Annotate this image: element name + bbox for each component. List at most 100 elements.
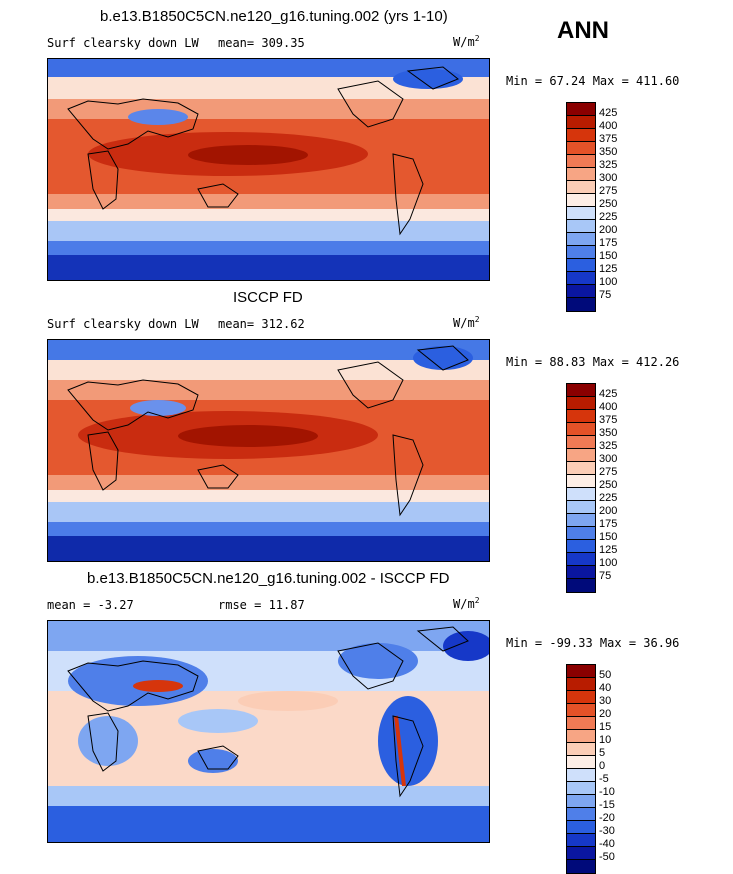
panel1-colorbar-tick: 325 bbox=[599, 159, 618, 171]
panel2-colorbar-tick: 75 bbox=[599, 570, 612, 582]
panel1-variable: Surf clearsky down LW bbox=[47, 36, 199, 50]
panel2-warm-core bbox=[178, 425, 318, 447]
panel1-southern-transition bbox=[48, 209, 489, 221]
panel3-maritime-negative bbox=[178, 709, 258, 733]
panel2-antarctica bbox=[48, 536, 489, 561]
panel3-units: W/m2 bbox=[453, 596, 480, 611]
panel3-pacific-positive bbox=[238, 691, 338, 711]
panel1-colorbar-tick: 275 bbox=[599, 185, 618, 197]
panel1-colorbar-tick: 225 bbox=[599, 211, 618, 223]
panel2-tibet bbox=[130, 400, 186, 416]
panel2-colorbar-tick: 150 bbox=[599, 531, 618, 543]
panel3-colorbar-tick: -50 bbox=[599, 851, 615, 863]
panel3-rmse: rmse = 11.87 bbox=[218, 598, 305, 612]
panel3-arctic-band bbox=[48, 621, 489, 651]
panel3-minmax: Min = -99.33 Max = 36.96 bbox=[506, 636, 680, 650]
panel1-warm-core bbox=[188, 145, 308, 165]
panel1-antarctica bbox=[48, 255, 489, 280]
panel2-units: W/m2 bbox=[453, 315, 480, 330]
panel3-andes-positive bbox=[394, 715, 406, 787]
panel3-coastlines bbox=[67, 626, 469, 798]
panel1-colorbar-tick: 175 bbox=[599, 237, 618, 249]
panel2-minmax: Min = 88.83 Max = 412.26 bbox=[506, 355, 680, 369]
panel2-arctic-band bbox=[48, 340, 489, 360]
panel3-colorbar-tick: 40 bbox=[599, 682, 612, 694]
panel1-colorbar-tick: 150 bbox=[599, 250, 618, 262]
panel2-colorbar-tick: 375 bbox=[599, 414, 618, 426]
panel1-colorbar-tick: 425 bbox=[599, 107, 618, 119]
panel2-northern-midlat bbox=[48, 360, 489, 380]
panel3-title: b.e13.B1850C5CN.ne120_g16.tuning.002 - I… bbox=[87, 570, 450, 587]
panel2-colorbar-tick: 100 bbox=[599, 557, 618, 569]
panel3-asia-negative bbox=[68, 656, 208, 706]
panel2-colorbar-tick: 300 bbox=[599, 453, 618, 465]
panel2-colorbar-tick: 200 bbox=[599, 505, 618, 517]
panel1-mean: mean= 309.35 bbox=[218, 36, 305, 50]
panel3-colorbar-tick: -15 bbox=[599, 799, 615, 811]
panel2-colorbar-tick: 400 bbox=[599, 401, 618, 413]
panel1-tibet bbox=[128, 109, 188, 125]
panel2-southern-transition bbox=[48, 490, 489, 502]
panel1-colorbar-tick: 250 bbox=[599, 198, 618, 210]
panel1-map-svg bbox=[48, 59, 489, 280]
panel2-colorbar-tick: 350 bbox=[599, 427, 618, 439]
panel1-units: W/m2 bbox=[453, 34, 480, 49]
panel3-colorbar-tick: 50 bbox=[599, 669, 612, 681]
panel2-colorbar-tick: 125 bbox=[599, 544, 618, 556]
panel1-map bbox=[47, 58, 490, 281]
panel3-greenland-negative bbox=[443, 631, 489, 661]
panel3-colorbar-tick: -30 bbox=[599, 825, 615, 837]
panel2-colorbar bbox=[566, 383, 596, 593]
panel3-mean: mean = -3.27 bbox=[47, 598, 134, 612]
panel3-southamerica-negative bbox=[378, 696, 438, 786]
panel1-minmax: Min = 67.24 Max = 411.60 bbox=[506, 74, 680, 88]
panel3-colorbar-tick: -5 bbox=[599, 773, 609, 785]
panel2-variable: Surf clearsky down LW bbox=[47, 317, 199, 331]
panel3-antarctica bbox=[48, 806, 489, 842]
panel2-southern-high bbox=[48, 522, 489, 536]
panel2-map bbox=[47, 339, 490, 562]
panel2-coastlines bbox=[67, 345, 469, 517]
panel1-colorbar-tick: 75 bbox=[599, 289, 612, 301]
panel1-southern-ocean bbox=[48, 221, 489, 241]
panel1-southern-high bbox=[48, 241, 489, 255]
season-label: ANN bbox=[557, 17, 609, 44]
panel2-southern-ocean bbox=[48, 502, 489, 522]
panel1-coastlines bbox=[67, 66, 459, 236]
panel3-colorbar-tick: 15 bbox=[599, 721, 612, 733]
panel1-colorbar-tick: 375 bbox=[599, 133, 618, 145]
panel1-colorbar-tick: 125 bbox=[599, 263, 618, 275]
panel3-southern-ocean bbox=[48, 786, 489, 806]
panel3-colorbar-tick: 30 bbox=[599, 695, 612, 707]
panel2-mean: mean= 312.62 bbox=[218, 317, 305, 331]
panel3-map bbox=[47, 620, 490, 843]
panel3-himalaya-positive bbox=[133, 680, 183, 692]
panel3-colorbar-tick: 0 bbox=[599, 760, 606, 772]
panel3-map-svg bbox=[48, 621, 489, 842]
panel1-title: b.e13.B1850C5CN.ne120_g16.tuning.002 (yr… bbox=[100, 8, 448, 25]
panel1-northern-midlat bbox=[48, 77, 489, 99]
panel3-colorbar-tick: -40 bbox=[599, 838, 615, 850]
panel2-colorbar-tick: 325 bbox=[599, 440, 618, 452]
panel3-colorbar-tick: -20 bbox=[599, 812, 615, 824]
panel2-colorbar-tick: 175 bbox=[599, 518, 618, 530]
panel1-colorbar bbox=[566, 102, 596, 312]
panel1-colorbar-tick: 200 bbox=[599, 224, 618, 236]
panel2-map-svg bbox=[48, 340, 489, 561]
panel3-colorbar-tick: 5 bbox=[599, 747, 606, 759]
panel1-colorbar-tick: 100 bbox=[599, 276, 618, 288]
panel2-colorbar-tick: 250 bbox=[599, 479, 618, 491]
panel1-colorbar-tick: 350 bbox=[599, 146, 618, 158]
panel1-colorbar-tick: 300 bbox=[599, 172, 618, 184]
panel2-colorbar-tick: 275 bbox=[599, 466, 618, 478]
panel1-arctic-band bbox=[48, 59, 489, 77]
panel3-colorbar-tick: 10 bbox=[599, 734, 612, 746]
panel2-colorbar-tick: 225 bbox=[599, 492, 618, 504]
panel2-title: ISCCP FD bbox=[233, 289, 303, 306]
panel3-africa-negative bbox=[78, 716, 138, 766]
panel3-colorbar bbox=[566, 664, 596, 874]
panel3-colorbar-tick: -10 bbox=[599, 786, 615, 798]
panel2-colorbar-tick: 425 bbox=[599, 388, 618, 400]
panel3-colorbar-tick: 20 bbox=[599, 708, 612, 720]
panel1-colorbar-tick: 400 bbox=[599, 120, 618, 132]
